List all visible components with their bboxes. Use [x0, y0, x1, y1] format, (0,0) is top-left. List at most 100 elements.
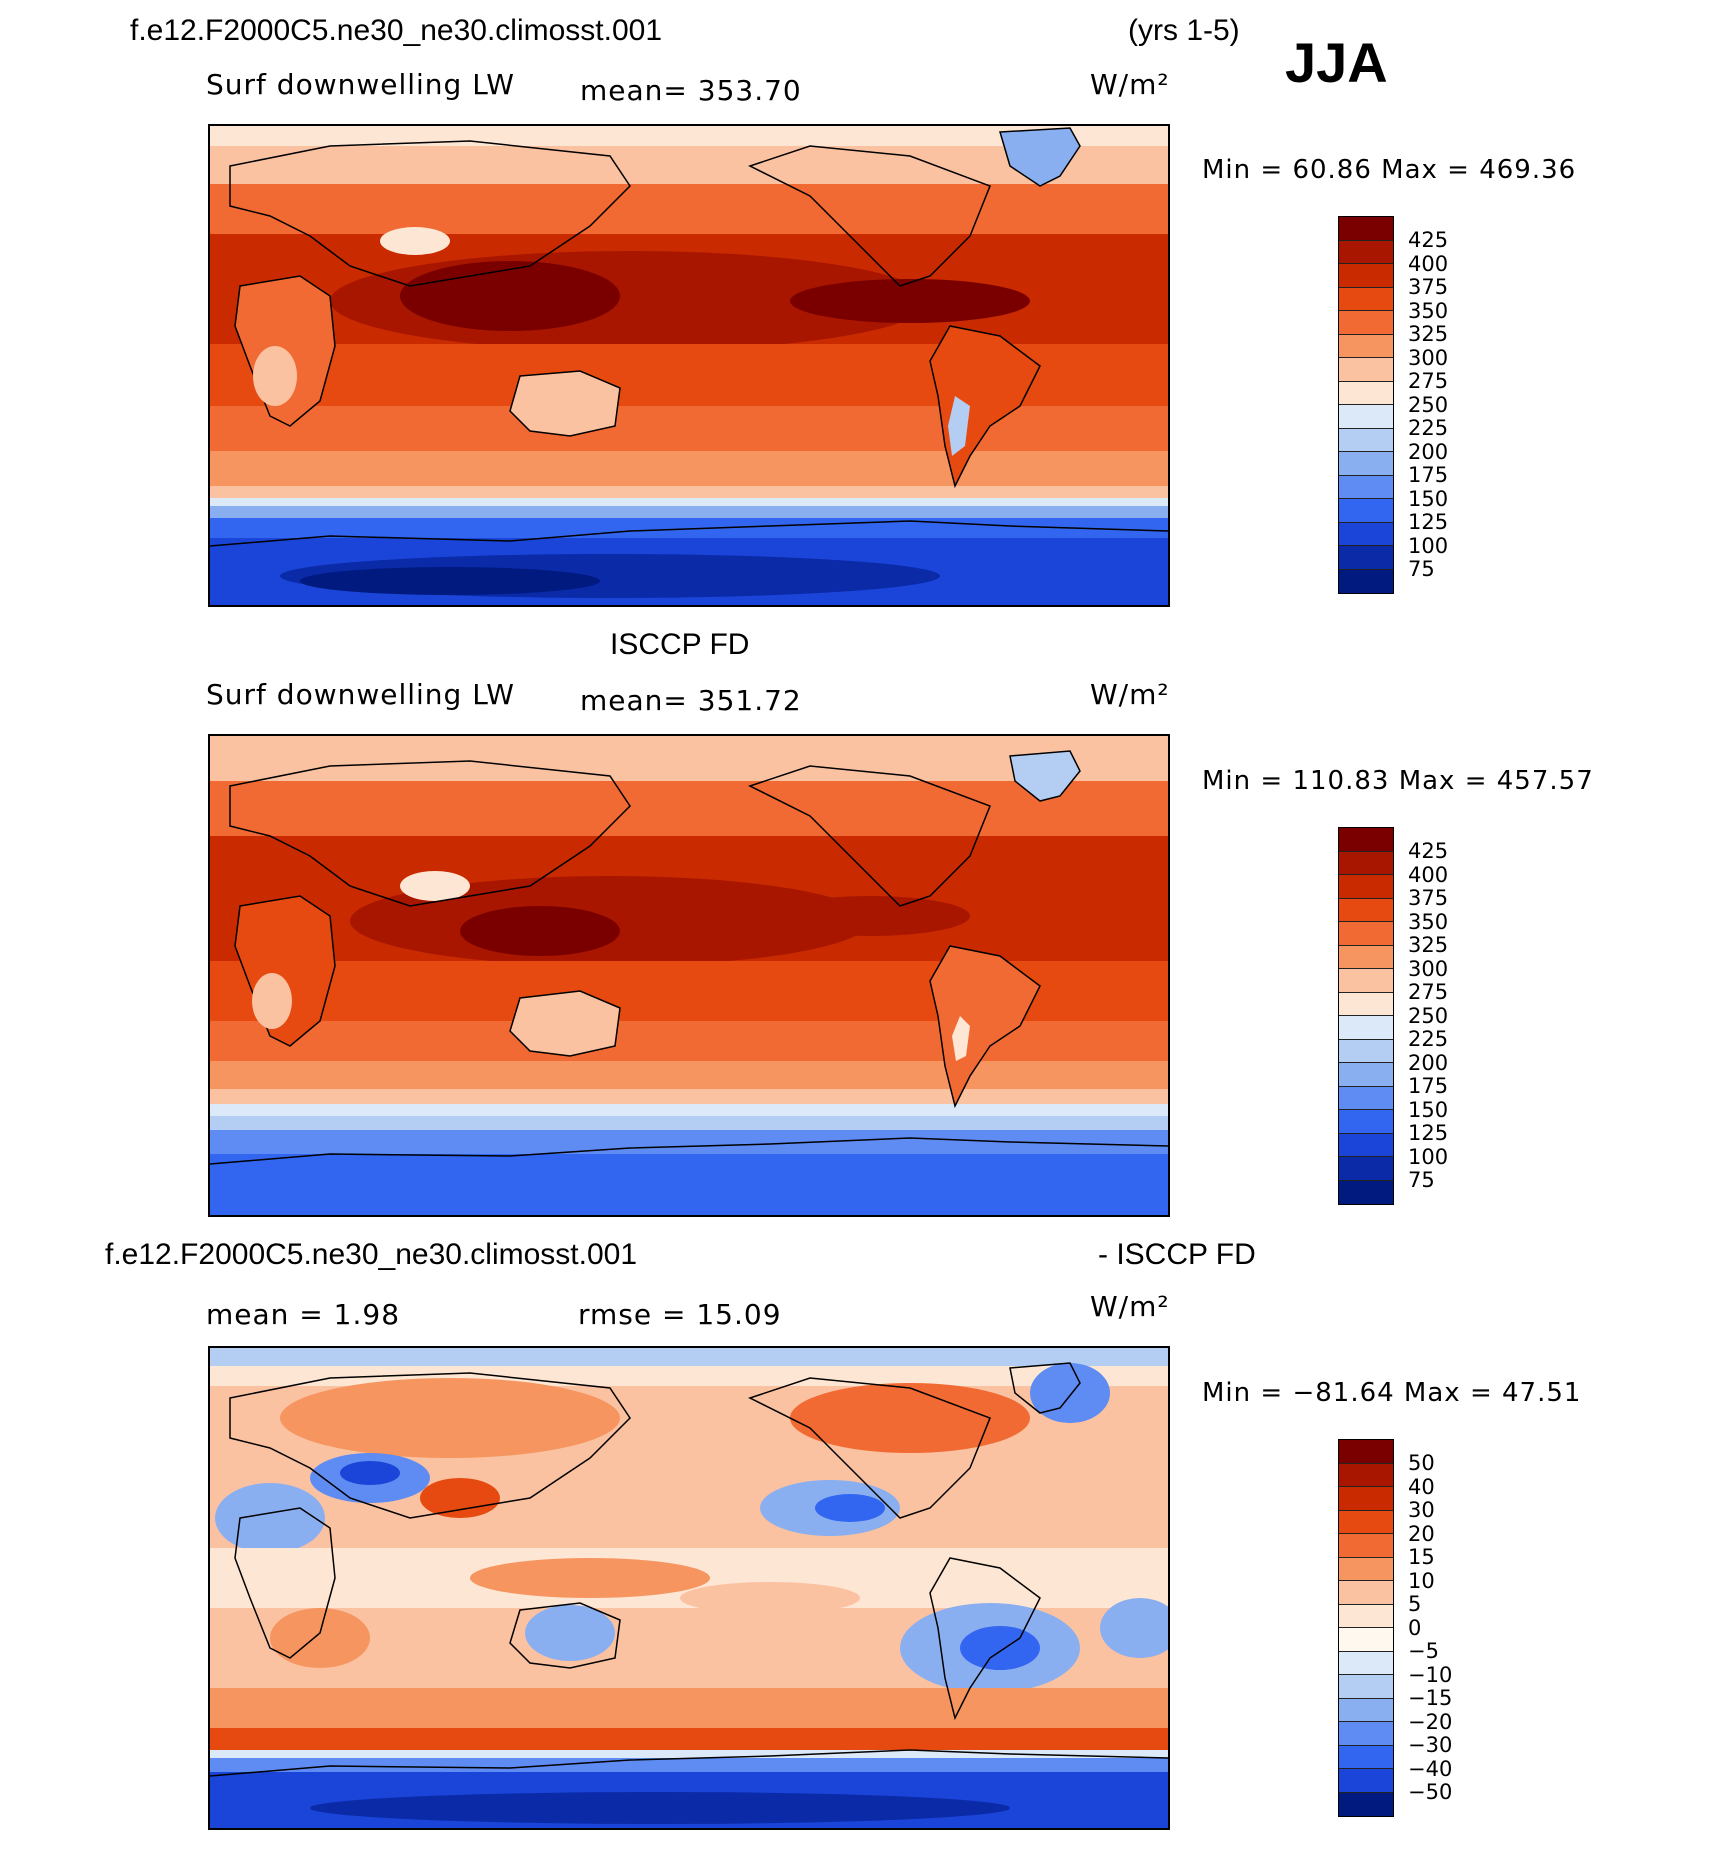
panel3-tick: −10	[1408, 1662, 1453, 1687]
panel1-tick: 350	[1408, 298, 1449, 323]
colorbar-cell	[1339, 992, 1393, 1016]
panel3-tick: 20	[1408, 1521, 1435, 1546]
panel3-minmax: Min = −81.64 Max = 47.51	[1202, 1378, 1582, 1408]
colorbar-cell	[1339, 1487, 1393, 1511]
panel3-tick: −15	[1408, 1686, 1453, 1710]
colorbar-cell	[1339, 546, 1393, 570]
panel2-tick: 200	[1408, 1050, 1449, 1075]
panel3-tick: −20	[1408, 1709, 1453, 1734]
colorbar-cell	[1339, 922, 1393, 946]
colorbar-cell	[1339, 381, 1393, 405]
colorbar-cell	[1339, 499, 1393, 523]
panel2-units: W/m²	[1090, 678, 1170, 711]
colorbar-cell	[1339, 334, 1393, 358]
colorbar-cell	[1339, 1086, 1393, 1110]
panel1-tick: 300	[1408, 345, 1449, 370]
panel3-tick: −50	[1408, 1780, 1453, 1804]
panel2-tick: 325	[1408, 933, 1449, 957]
colorbar-cell	[1339, 569, 1393, 593]
colorbar-cell	[1339, 264, 1393, 288]
panel1-title-right: (yrs 1-5)	[1128, 14, 1240, 47]
colorbar-cell	[1339, 1157, 1393, 1181]
panel3-tick: 50	[1408, 1451, 1435, 1475]
panel3-tick: 10	[1408, 1568, 1435, 1593]
panel1-tick: 100	[1408, 533, 1449, 558]
panel2-tick: 75	[1408, 1168, 1435, 1192]
panel3-tick: −30	[1408, 1733, 1453, 1757]
colorbar-cell	[1339, 1769, 1393, 1793]
panel3-map-svg	[210, 1348, 1168, 1828]
colorbar-cell	[1339, 969, 1393, 993]
panel1-colorbar	[1338, 216, 1394, 594]
panel1-tick: 75	[1408, 557, 1435, 581]
colorbar-cell	[1339, 405, 1393, 429]
panel3-title-right: - ISCCP FD	[1098, 1238, 1256, 1271]
colorbar-cell	[1339, 1463, 1393, 1487]
panel1-tick: 200	[1408, 439, 1449, 464]
panel3-tick: 15	[1408, 1545, 1435, 1569]
panel1-tick: 325	[1408, 322, 1449, 346]
colorbar-cell	[1339, 945, 1393, 969]
panel1-minmax: Min = 60.86 Max = 469.36	[1202, 155, 1577, 185]
panel1-tick: 425	[1408, 228, 1449, 252]
colorbar-cell	[1339, 1440, 1393, 1464]
colorbar-cell	[1339, 522, 1393, 546]
panel2-tick: 250	[1408, 1003, 1449, 1028]
colorbar-cell	[1339, 1722, 1393, 1746]
panel1-tick: 400	[1408, 251, 1449, 276]
colorbar-cell	[1339, 452, 1393, 476]
panel3-mean: mean = 1.98	[206, 1298, 401, 1331]
panel2-tick: 400	[1408, 862, 1449, 887]
panel2-variable: Surf downwelling LW	[206, 678, 515, 711]
colorbar-cell	[1339, 1675, 1393, 1699]
panel2-map	[208, 734, 1170, 1217]
panel2-tick: 350	[1408, 909, 1449, 934]
colorbar-cell	[1339, 217, 1393, 241]
panel1-units: W/m²	[1090, 68, 1170, 101]
panel2-tick: 375	[1408, 886, 1449, 910]
colorbar-cell	[1339, 1039, 1393, 1063]
panel1-tick: 175	[1408, 463, 1449, 487]
colorbar-cell	[1339, 828, 1393, 852]
panel3-tick: −5	[1408, 1639, 1439, 1663]
panel3-title-left: f.e12.F2000C5.ne30_ne30.climosst.001	[105, 1238, 638, 1271]
colorbar-cell	[1339, 287, 1393, 311]
panel2-minmax: Min = 110.83 Max = 457.57	[1202, 766, 1594, 796]
panel2-tick: 300	[1408, 956, 1449, 981]
panel3-units: W/m²	[1090, 1290, 1170, 1323]
panel1-tick: 225	[1408, 416, 1449, 440]
panel3-tick: 40	[1408, 1474, 1435, 1499]
panel2-tick: 100	[1408, 1144, 1449, 1169]
panel1-map-svg	[210, 126, 1168, 605]
colorbar-cell	[1339, 1110, 1393, 1134]
colorbar-cell	[1339, 1792, 1393, 1816]
panel2-mean: mean= 351.72	[580, 684, 802, 717]
panel1-tick: 275	[1408, 369, 1449, 393]
panel3-tick: 30	[1408, 1498, 1435, 1522]
panel1-tick: 375	[1408, 275, 1449, 299]
colorbar-cell	[1339, 875, 1393, 899]
panel3-tick: −40	[1408, 1756, 1453, 1781]
colorbar-cell	[1339, 1063, 1393, 1087]
colorbar-cell	[1339, 898, 1393, 922]
panel3-tick: 0	[1408, 1615, 1422, 1640]
colorbar-cell	[1339, 1180, 1393, 1204]
colorbar-cell	[1339, 311, 1393, 335]
panel2-tick: 275	[1408, 980, 1449, 1004]
panel3-map	[208, 1346, 1170, 1830]
colorbar-cell	[1339, 851, 1393, 875]
colorbar-cell	[1339, 475, 1393, 499]
panel2-tick: 125	[1408, 1121, 1449, 1145]
panel1-tick: 250	[1408, 392, 1449, 417]
colorbar-cell	[1339, 1628, 1393, 1652]
colorbar-cell	[1339, 1510, 1393, 1534]
colorbar-cell	[1339, 1651, 1393, 1675]
season-label: JJA	[1285, 31, 1388, 94]
colorbar-cell	[1339, 1133, 1393, 1157]
colorbar-cell	[1339, 428, 1393, 452]
colorbar-cell	[1339, 1698, 1393, 1722]
colorbar-cell	[1339, 1534, 1393, 1558]
panel2-tick: 225	[1408, 1027, 1449, 1051]
panel2-tick: 175	[1408, 1074, 1449, 1098]
panel1-tick: 150	[1408, 486, 1449, 511]
